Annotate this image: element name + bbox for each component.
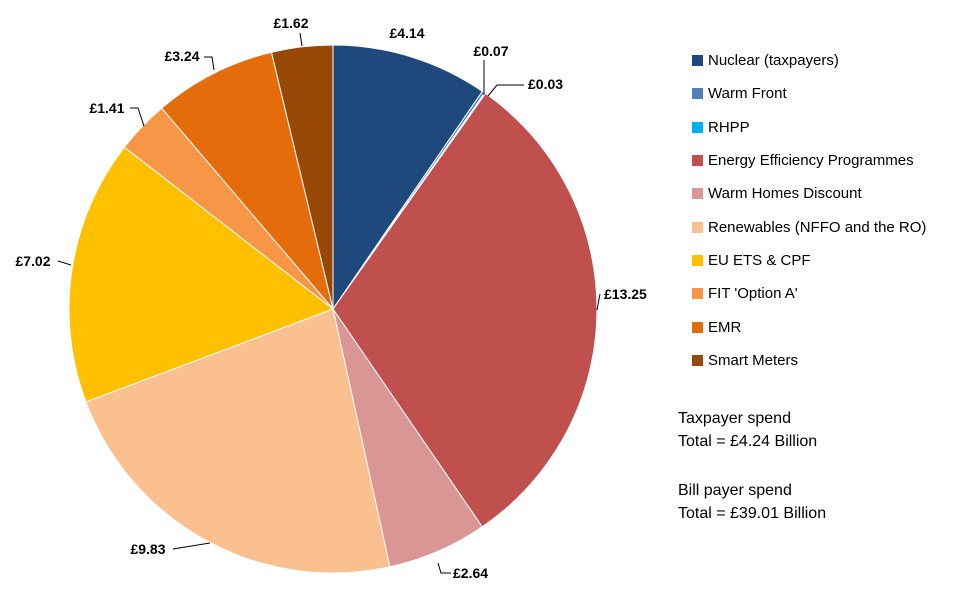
legend-swatch	[692, 254, 703, 266]
leader-line	[487, 84, 524, 97]
pie-slice-smart-meters	[270, 44, 334, 310]
data-label: £7.02	[15, 253, 50, 269]
legend-label: Warm Front	[708, 85, 787, 103]
legend-swatch	[692, 321, 703, 333]
billpayer-note-total: Total = £39.01 Billion	[678, 505, 827, 522]
pie-slice-eu-ets-cpf	[68, 146, 335, 403]
legend-label: Warm Homes Discount	[708, 185, 862, 203]
legend-item: EMR	[692, 310, 926, 343]
leader-line	[437, 562, 451, 574]
leader-line	[57, 260, 72, 266]
legend-label: Nuclear (taxpayers)	[708, 52, 839, 70]
billpayer-note-title: Bill payer spend	[678, 482, 792, 499]
data-label: £0.07	[473, 43, 508, 59]
pie-slice-renewables-nffo-and-the-ro	[85, 308, 391, 574]
legend-item: Nuclear (taxpayers)	[692, 44, 926, 77]
legend-swatch	[692, 55, 703, 67]
pie-slice-energy-efficiency-programmes	[332, 92, 598, 528]
legend-swatch	[692, 155, 703, 167]
legend-swatch	[692, 288, 703, 300]
legend-label: EMR	[708, 318, 742, 336]
legend-swatch	[692, 88, 703, 100]
data-label: £1.41	[89, 100, 124, 116]
legend-item: Renewables (NFFO and the RO)	[692, 210, 926, 243]
leader-line	[130, 107, 145, 127]
legend-label: Energy Efficiency Programmes	[708, 152, 914, 170]
legend: Nuclear (taxpayers) Warm Front RHPP Energy …	[692, 44, 926, 377]
legend-label: EU ETS & CPF	[708, 251, 811, 269]
legend-item: Warm Homes Discount	[692, 177, 926, 210]
leader-line	[172, 542, 211, 550]
pie-slice-emr	[161, 51, 334, 310]
taxpayer-note-total: Total = £4.24 Billion	[678, 433, 818, 450]
data-label: £2.64	[453, 565, 488, 581]
legend-label: FIT 'Option A'	[708, 285, 798, 303]
legend-swatch	[692, 121, 703, 133]
billpayer-note: Bill payer spend Total = £39.01 Billion	[678, 479, 826, 525]
legend-item: Warm Front	[692, 77, 926, 110]
legend-item: RHPP	[692, 111, 926, 144]
taxpayer-note: Taxpayer spend Total = £4.24 Billion	[678, 407, 817, 453]
leader-line	[204, 56, 215, 71]
data-label: £1.62	[273, 15, 308, 31]
pie-slice-nuclear-taxpayers	[332, 44, 484, 311]
legend-label: Smart Meters	[708, 351, 799, 369]
data-label: £13.25	[604, 286, 647, 302]
leader-line	[596, 293, 601, 311]
legend-item: EU ETS & CPF	[692, 244, 926, 277]
taxpayer-note-title: Taxpayer spend	[678, 410, 791, 427]
pie-slices	[68, 44, 598, 574]
data-label: £3.24	[164, 48, 199, 64]
data-label: £0.03	[528, 76, 563, 92]
legend-label: Renewables (NFFO and the RO)	[708, 218, 927, 236]
legend-label: RHPP	[708, 118, 750, 136]
legend-swatch	[692, 188, 703, 200]
legend-item: Energy Efficiency Programmes	[692, 144, 926, 177]
legend-swatch	[692, 354, 703, 366]
legend-swatch	[692, 221, 703, 233]
data-label: £4.14	[389, 25, 424, 41]
leader-line	[299, 32, 303, 47]
leader-lines	[57, 32, 601, 574]
data-labels: £4.14 £0.07 £0.03 £13.25 £2.64 £9.83 £7.02 £1.4…	[15, 15, 647, 581]
legend-item: Smart Meters	[692, 344, 926, 377]
legend-item: FIT 'Option A'	[692, 277, 926, 310]
data-label: £9.83	[130, 541, 165, 557]
